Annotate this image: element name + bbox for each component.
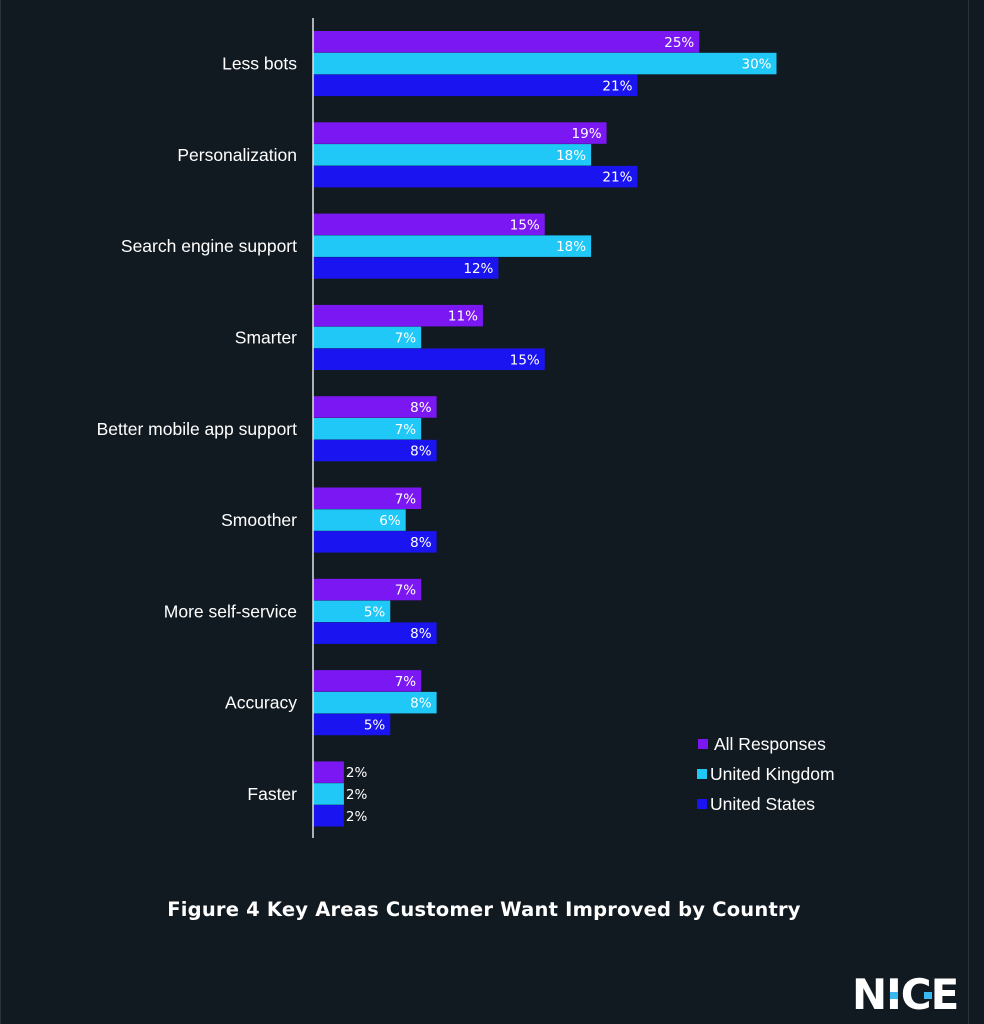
bar [313, 487, 422, 509]
data-label: 2% [346, 809, 368, 825]
bar [313, 122, 607, 144]
bar [313, 257, 499, 279]
frame-edge-left [0, 0, 1, 1024]
category-label: More self-service [164, 601, 297, 621]
nice-logo: NICE [852, 970, 959, 1020]
bar-chart: Less bots 25% 30% 21% Personalization 19% 18% 2… [97, 18, 835, 838]
category-label: Accuracy [225, 693, 297, 713]
bar [313, 783, 344, 805]
bar [313, 578, 422, 601]
legend-swatch [697, 799, 707, 809]
data-label: 7% [395, 422, 417, 438]
bar [313, 74, 638, 97]
data-label: 21% [602, 78, 632, 94]
category-label: Personalization [177, 145, 297, 165]
bar [313, 691, 437, 714]
bar [313, 670, 422, 692]
data-label: 12% [463, 261, 493, 277]
data-label: 5% [364, 717, 386, 733]
data-label: 7% [395, 491, 417, 507]
category-label: Faster [247, 784, 297, 804]
logo-accent-dot [924, 992, 932, 999]
bar [313, 439, 437, 462]
figure-caption: Figure 4 Key Areas Customer Want Improve… [167, 898, 801, 921]
bar [313, 304, 483, 327]
bar [313, 622, 437, 644]
bar [313, 713, 391, 736]
bar [313, 326, 422, 349]
bar [313, 600, 391, 623]
logo-accent-dot [890, 992, 898, 999]
bar [313, 235, 592, 257]
legend-swatch [697, 769, 707, 779]
data-label: 30% [741, 57, 771, 73]
data-label: 2% [346, 765, 368, 781]
bar [313, 144, 592, 166]
bar [313, 418, 422, 440]
category-label: Smoother [221, 510, 297, 530]
data-label: 7% [395, 583, 417, 599]
data-label: 8% [410, 696, 432, 712]
data-label: 7% [395, 674, 417, 690]
data-label: 8% [410, 444, 432, 460]
data-label: 21% [602, 170, 632, 186]
legend-label: United States [710, 794, 815, 814]
data-label: 25% [664, 35, 694, 51]
category-label: Search engine support [121, 236, 297, 256]
data-label: 18% [556, 239, 586, 255]
data-label: 15% [510, 352, 540, 368]
data-label: 5% [364, 604, 386, 620]
data-label: 18% [556, 148, 586, 164]
legend-label: All Responses [714, 734, 826, 754]
bar [313, 805, 344, 827]
bar [313, 509, 406, 531]
bar [313, 348, 545, 370]
category-label: Smarter [235, 327, 297, 347]
bar [313, 531, 437, 553]
data-label: 2% [346, 787, 368, 803]
data-label: 6% [379, 513, 401, 529]
legend-label: United Kingdom [710, 764, 835, 784]
bar [313, 213, 545, 236]
bar [313, 52, 777, 75]
data-label: 8% [410, 626, 432, 642]
bar [313, 165, 638, 188]
legend-swatch [698, 739, 708, 749]
category-label: Better mobile app support [97, 419, 298, 439]
frame-edge-right [968, 0, 969, 1024]
category-label: Less bots [222, 54, 297, 74]
data-label: 8% [410, 535, 432, 551]
bar [313, 31, 700, 53]
bar [313, 761, 344, 783]
data-label: 11% [448, 309, 478, 325]
data-label: 19% [572, 126, 602, 142]
data-label: 8% [410, 400, 432, 416]
logo-wordmark: NICE [852, 970, 959, 1019]
bar [313, 396, 437, 418]
data-label: 15% [510, 217, 540, 233]
data-label: 7% [395, 330, 417, 346]
